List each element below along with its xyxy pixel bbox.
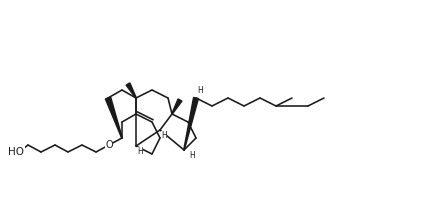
Polygon shape [126,83,136,98]
Polygon shape [105,97,122,138]
Text: HO: HO [8,147,24,157]
Text: H: H [189,151,195,161]
Text: H: H [137,148,143,156]
Text: H: H [197,86,203,94]
Polygon shape [172,99,182,114]
Text: O: O [105,140,113,150]
Text: H: H [161,131,167,141]
Polygon shape [184,97,198,150]
